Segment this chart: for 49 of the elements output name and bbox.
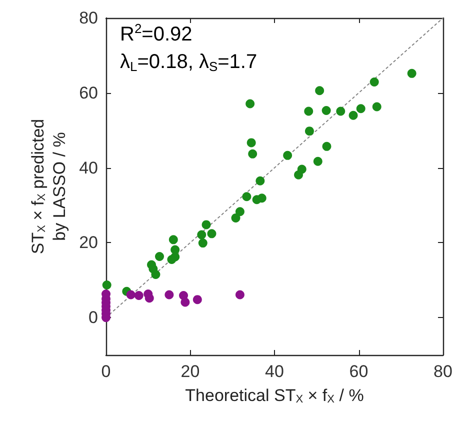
- y-tick-label: 0: [88, 308, 98, 328]
- x-tick-label: 80: [434, 362, 452, 381]
- y-tick-label: 40: [79, 158, 98, 178]
- point: [102, 280, 112, 290]
- point: [304, 106, 314, 116]
- y-tick-label: 60: [79, 83, 98, 102]
- point: [294, 170, 304, 180]
- x-axis-title: Theoretical STX × fX / %: [185, 386, 364, 406]
- point: [168, 235, 178, 244]
- point: [283, 150, 292, 160]
- point: [155, 252, 164, 262]
- point: [126, 290, 136, 300]
- point: [167, 255, 176, 264]
- point: [180, 298, 190, 307]
- point: [151, 270, 160, 279]
- point: [235, 290, 244, 300]
- point: [256, 176, 265, 186]
- y-tick-label: 80: [79, 8, 98, 28]
- point: [231, 213, 240, 222]
- point: [348, 110, 358, 120]
- point: [197, 230, 206, 240]
- point: [370, 78, 379, 87]
- x-tick-label: 20: [180, 362, 200, 381]
- point: [252, 195, 262, 204]
- x-tick-label: 60: [349, 362, 368, 381]
- point: [192, 295, 202, 304]
- point: [322, 106, 331, 115]
- point: [134, 290, 144, 300]
- point: [322, 142, 332, 151]
- point: [304, 126, 314, 136]
- point: [207, 229, 216, 238]
- point: [198, 238, 208, 248]
- point: [407, 68, 416, 78]
- point: [202, 220, 211, 230]
- x-tick-label: 40: [265, 362, 284, 381]
- x-tick-label: 0: [101, 362, 111, 381]
- point: [246, 99, 255, 108]
- point: [372, 102, 382, 112]
- point: [315, 86, 324, 96]
- point: [356, 104, 366, 114]
- point: [235, 207, 244, 216]
- point: [336, 106, 346, 116]
- point: [242, 192, 252, 202]
- point: [144, 294, 154, 303]
- y-tick-label: 20: [79, 233, 98, 252]
- point: [313, 156, 322, 166]
- point: [246, 138, 256, 148]
- point: [164, 290, 174, 300]
- point: [248, 149, 258, 158]
